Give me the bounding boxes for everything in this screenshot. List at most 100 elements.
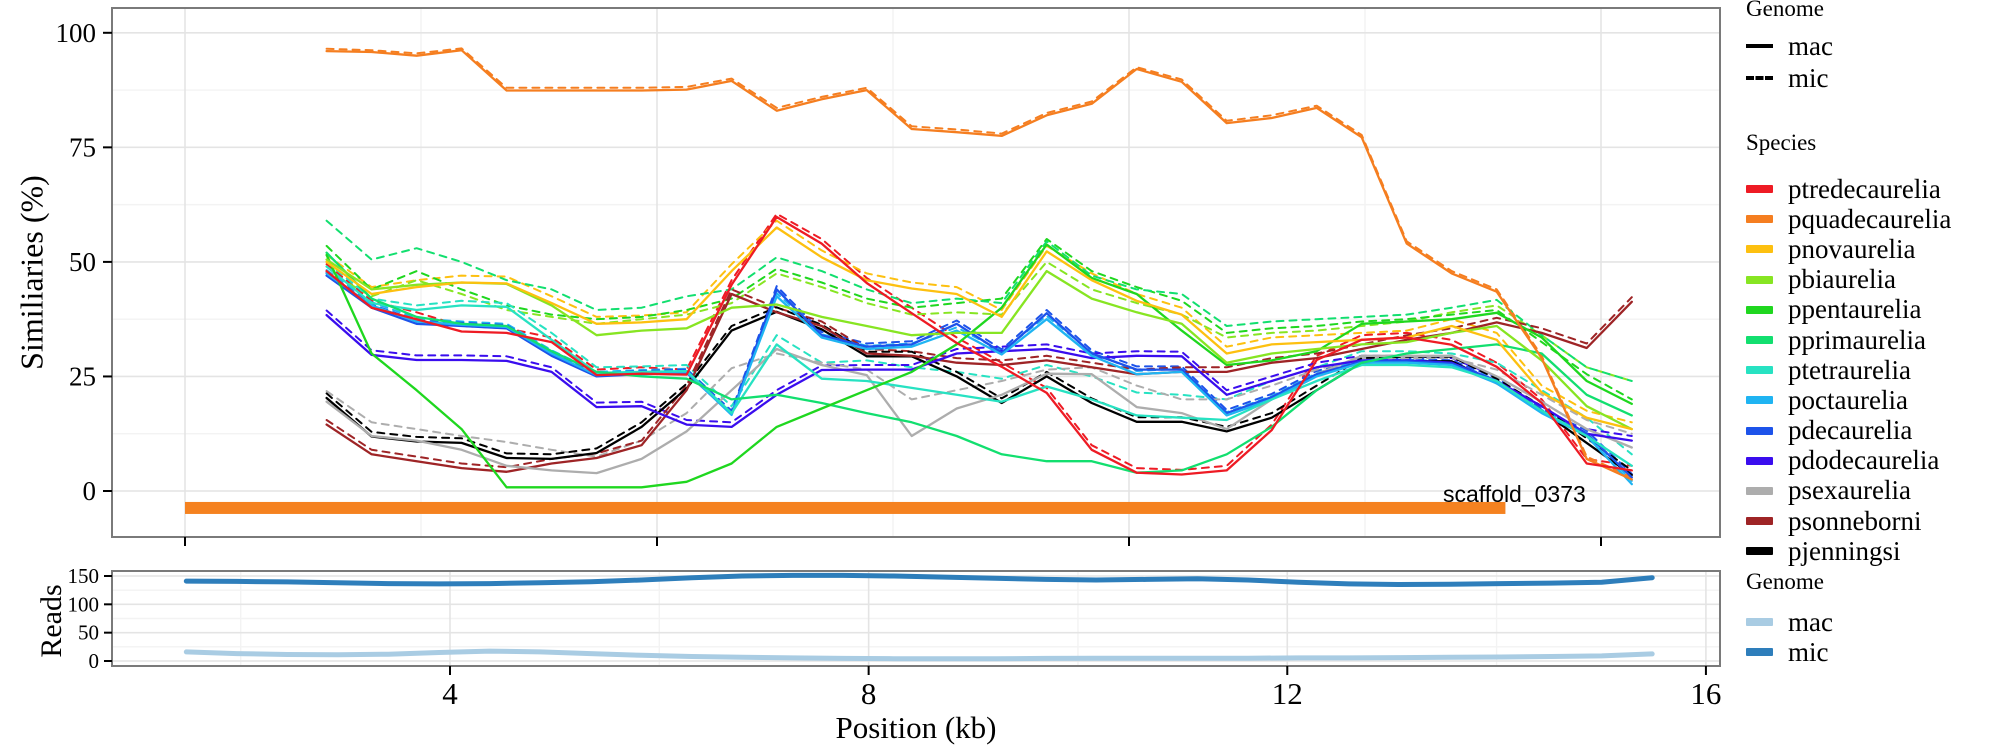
legend-species-ptredecaurelia: ptredecaurelia — [1746, 174, 1951, 204]
legend-species: Species ptredecaurelia pquadecaurelia pnov… — [1746, 130, 1951, 566]
scaffold-bar — [185, 501, 1506, 514]
legend-species-title: Species — [1746, 130, 1817, 155]
reads-series-mac — [183, 648, 1655, 662]
reads-y-axis-title: Reads — [35, 584, 68, 658]
legend-genome-title: Genome — [1746, 0, 1824, 21]
legend-reads-mac-swatch-icon — [1746, 618, 1773, 626]
legend-species-pquadecaurelia: pquadecaurelia — [1746, 204, 1951, 234]
similarity-panel: 0 25 50 75 100 — [56, 7, 1721, 546]
legend-reads-mac: mac — [1746, 607, 1833, 637]
legend-genome-reads-title: Genome — [1746, 569, 1824, 594]
legend-genome-mac-label: mac — [1788, 30, 1833, 61]
legend-species-pquadecaurelia-swatch-icon — [1746, 215, 1773, 224]
series-pbiaurelia-mac — [325, 258, 1633, 431]
legend-species-ppentaurelia-swatch-icon — [1746, 305, 1773, 314]
series-ptetraurelia-mac — [325, 265, 1633, 467]
legend-reads-mic-label: mic — [1788, 636, 1829, 667]
y-tick-label: 100 — [68, 592, 100, 616]
legend-species-poctaurelia-swatch-icon — [1746, 396, 1773, 405]
legend-species-ppentaurelia-label: ppentaurelia — [1788, 294, 1922, 325]
legend-species-pdodecaurelia-swatch-icon — [1746, 456, 1773, 465]
legend-species-pprimaurelia-label: pprimaurelia — [1788, 324, 1926, 355]
legend-species-psonneborni-label: psonneborni — [1788, 505, 1922, 536]
series-ptredecaurelia-mic — [325, 212, 1633, 471]
legend-species-pquadecaurelia-label: pquadecaurelia — [1788, 203, 1952, 234]
y-tick-label: 25 — [69, 361, 96, 391]
series-pquadecaurelia-mic — [325, 47, 1633, 479]
series-ptetraurelia-mic — [325, 260, 1633, 456]
legend-species-pbiaurelia: pbiaurelia — [1746, 264, 1951, 295]
legend-reads-mic-swatch-icon — [1746, 648, 1773, 656]
legend-species-pnovaurelia: pnovaurelia — [1746, 234, 1951, 264]
y-tick-label: 150 — [68, 564, 100, 588]
y-tick-label: 50 — [78, 621, 99, 645]
legend-species-ppentaurelia: ppentaurelia — [1746, 294, 1951, 325]
series-ppentaurelia-mic — [325, 238, 1633, 401]
legend-species-pdodecaurelia-label: pdodecaurelia — [1788, 445, 1940, 476]
legend-genome-mac: mac — [1746, 30, 1833, 62]
legend-species-psexaurelia-swatch-icon — [1746, 486, 1773, 495]
panel-border — [111, 7, 1721, 538]
legend-species-pbiaurelia-label: pbiaurelia — [1788, 264, 1896, 295]
legend-species-pprimaurelia: pprimaurelia — [1746, 325, 1951, 355]
series-pprimaurelia-mac — [325, 251, 1633, 474]
legend-species-ptetraurelia: ptetraurelia — [1746, 355, 1951, 385]
legend-species-ptredecaurelia-label: ptredecaurelia — [1788, 173, 1941, 204]
legend-genome-mic: mic — [1746, 62, 1833, 94]
y-tick-label: 100 — [56, 18, 97, 48]
panel-border — [111, 570, 1721, 667]
y-tick-label: 0 — [83, 476, 97, 506]
legend-species-pjenningsi-label: pjenningsi — [1788, 535, 1901, 566]
series-pquadecaurelia-mac — [325, 49, 1633, 481]
legend-species-psexaurelia-label: psexaurelia — [1788, 475, 1911, 506]
series-pprimaurelia-mic — [325, 219, 1633, 382]
legend-species-psonneborni-swatch-icon — [1746, 517, 1773, 526]
legend-species-poctaurelia-label: poctaurelia — [1788, 384, 1908, 415]
y-tick-label: 0 — [89, 649, 100, 673]
legend-species-pdecaurelia: pdecaurelia — [1746, 415, 1951, 446]
legend-species-pbiaurelia-swatch-icon — [1746, 275, 1773, 284]
legend-genome-mic-swatch-icon — [1746, 76, 1773, 80]
legend-species-pnovaurelia-label: pnovaurelia — [1788, 233, 1916, 264]
legend-species-pdecaurelia-label: pdecaurelia — [1788, 415, 1913, 446]
legend-species-pnovaurelia-swatch-icon — [1746, 245, 1773, 254]
legend-species-psonneborni: psonneborni — [1746, 506, 1951, 536]
reads-series-mic — [183, 572, 1655, 587]
series-pnovaurelia-mac — [325, 226, 1633, 431]
series-ppentaurelia-mac — [325, 243, 1633, 489]
legend-species-ptetraurelia-label: ptetraurelia — [1788, 354, 1911, 385]
legend-species-pprimaurelia-swatch-icon — [1746, 336, 1773, 345]
x-tick-label: 16 — [1690, 676, 1721, 711]
series-pjenningsi-mic — [325, 306, 1633, 472]
x-tick-label: 12 — [1272, 676, 1303, 711]
series-pnovaurelia-mic — [325, 219, 1633, 424]
y-tick-label: 50 — [69, 247, 96, 277]
legend-genome-mic-label: mic — [1788, 62, 1829, 93]
x-axis-title: Position (kb) — [835, 710, 997, 745]
legend-genome-linetype: Genome mac mic — [1746, 0, 1833, 94]
legend-reads-mic: mic — [1746, 637, 1833, 667]
series-poctaurelia-mac — [325, 272, 1633, 486]
legend-species-psexaurelia: psexaurelia — [1746, 475, 1951, 506]
legend-species-ptredecaurelia-swatch-icon — [1746, 185, 1773, 194]
series-psexaurelia-mac — [325, 347, 1633, 475]
similarity-y-axis-title: Similiaries (%) — [13, 175, 50, 370]
legend-genome-mac-swatch-icon — [1746, 44, 1773, 48]
series-pdecaurelia-mac — [325, 274, 1633, 479]
legend-species-ptetraurelia-swatch-icon — [1746, 366, 1773, 375]
y-tick-label: 75 — [69, 132, 96, 162]
panel-background — [112, 8, 1720, 537]
series-ptredecaurelia-mac — [325, 215, 1633, 476]
legend-species-poctaurelia: poctaurelia — [1746, 385, 1951, 415]
x-tick-label: 4 — [442, 676, 458, 711]
legend-species-pjenningsi-swatch-icon — [1746, 547, 1773, 556]
legend-species-pdodecaurelia: pdodecaurelia — [1746, 445, 1951, 476]
legend-species-pdecaurelia-swatch-icon — [1746, 426, 1773, 435]
scaffold-annotation: scaffold_0373 — [1443, 481, 1586, 507]
legend-reads-mac-label: mac — [1788, 606, 1833, 637]
legend-species-pjenningsi: pjenningsi — [1746, 536, 1951, 566]
x-tick-label: 8 — [861, 676, 877, 711]
legend-genome-reads: Genome mac mic — [1746, 569, 1833, 667]
